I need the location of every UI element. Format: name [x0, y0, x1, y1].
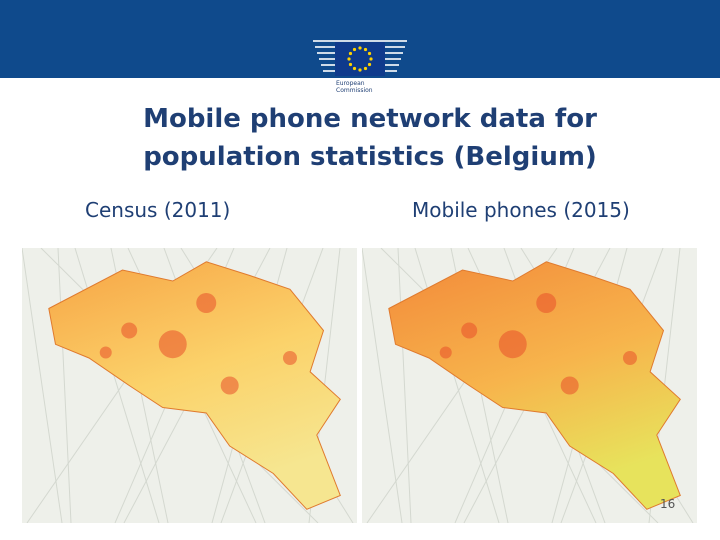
logo-text: European Commission — [336, 80, 373, 94]
star — [363, 47, 368, 52]
city-hotspot — [158, 330, 187, 359]
star — [358, 46, 362, 50]
panel-label: Mobile phones (2015) — [412, 198, 630, 222]
star — [358, 68, 362, 72]
star — [347, 57, 351, 61]
star — [352, 66, 357, 71]
star — [369, 57, 373, 61]
country-shape — [48, 261, 341, 510]
road — [57, 248, 72, 523]
star — [348, 51, 353, 56]
city-hotspot — [196, 293, 217, 313]
star — [367, 51, 372, 56]
road — [22, 248, 63, 523]
city-hotspot — [623, 351, 637, 365]
logo — [313, 40, 407, 76]
star — [348, 62, 353, 67]
map-census — [22, 248, 357, 523]
country-shape — [388, 261, 681, 510]
city-hotspot — [439, 346, 452, 359]
city-hotspot — [536, 293, 557, 313]
city-hotspot — [461, 322, 478, 339]
road — [397, 248, 412, 523]
panel-label: Census (2011) — [85, 198, 231, 222]
city-hotspot — [560, 376, 579, 395]
map-mobile — [362, 248, 697, 523]
city-hotspot — [283, 351, 297, 365]
star — [367, 62, 372, 67]
road — [362, 248, 403, 523]
slide-title: Mobile phone network data for population… — [143, 104, 597, 172]
city-hotspot — [99, 346, 112, 359]
page-number: 16 — [660, 497, 676, 511]
star — [352, 47, 357, 52]
city-hotspot — [498, 330, 527, 359]
city-hotspot — [220, 376, 239, 395]
city-hotspot — [121, 322, 138, 339]
star — [363, 66, 368, 71]
